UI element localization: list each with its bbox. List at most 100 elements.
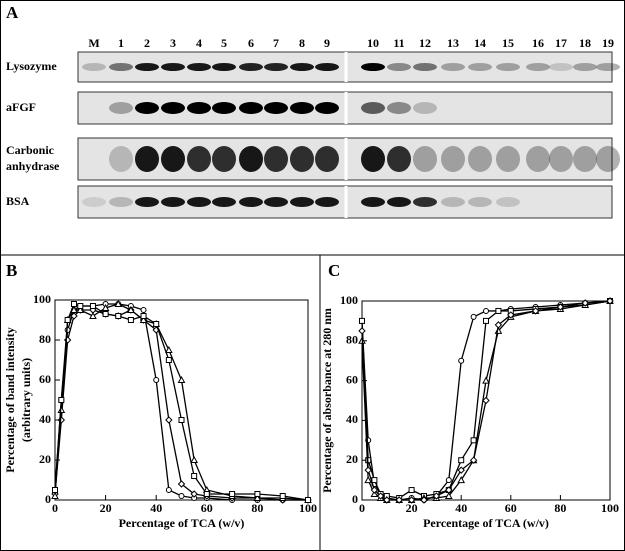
marker <box>494 321 503 329</box>
lane-label: 7 <box>273 36 279 50</box>
band <box>361 102 385 114</box>
marker <box>371 477 378 484</box>
band <box>468 197 492 207</box>
row-label: BSA <box>6 194 30 208</box>
marker <box>114 299 123 307</box>
lane-label: 6 <box>248 36 254 50</box>
marker <box>178 417 185 423</box>
marker <box>444 491 453 500</box>
panel-label: A <box>6 3 19 22</box>
x-tick-label: 20 <box>100 501 112 515</box>
band <box>441 63 465 71</box>
band <box>596 63 620 71</box>
marker <box>395 496 403 504</box>
marker <box>376 492 385 500</box>
marker <box>531 307 540 315</box>
marker <box>469 456 478 464</box>
marker <box>253 493 262 501</box>
band <box>441 146 465 172</box>
marker <box>370 489 379 498</box>
marker <box>102 311 109 317</box>
marker <box>581 299 589 307</box>
series-line <box>54 303 309 501</box>
band <box>264 63 288 71</box>
marker <box>483 307 489 314</box>
lane-label: M <box>88 36 99 50</box>
band <box>573 63 597 71</box>
marker <box>177 375 186 383</box>
marker <box>203 491 210 497</box>
band <box>109 197 133 207</box>
band <box>264 197 288 207</box>
marker <box>445 486 453 494</box>
marker <box>495 307 502 314</box>
marker <box>254 491 261 497</box>
y-tick-label: 80 <box>346 333 358 347</box>
marker <box>153 321 160 327</box>
band <box>596 146 620 172</box>
band <box>82 197 106 207</box>
marker <box>165 416 173 424</box>
x-tick-label: 20 <box>406 501 418 515</box>
lane-label: 9 <box>324 36 330 50</box>
marker <box>165 345 173 353</box>
lane-label: 15 <box>502 36 514 50</box>
marker <box>77 303 84 309</box>
band <box>212 102 236 114</box>
marker <box>70 305 78 313</box>
band <box>387 63 411 71</box>
band <box>387 146 411 172</box>
band <box>290 63 314 71</box>
band <box>135 102 159 114</box>
band <box>239 102 263 114</box>
plot-frame <box>54 299 309 501</box>
lane-label: 19 <box>602 36 614 50</box>
marker <box>359 317 365 324</box>
x-axis-label: Percentage of TCA (w/v) <box>423 516 549 530</box>
marker <box>165 487 172 493</box>
panel-label: C <box>328 261 340 280</box>
band <box>413 146 437 172</box>
x-tick-label: 80 <box>554 501 566 515</box>
band <box>526 63 550 71</box>
marker <box>470 437 477 444</box>
x-tick-label: 100 <box>601 501 619 515</box>
marker <box>191 473 198 479</box>
panel-label: B <box>6 261 17 280</box>
marker <box>70 312 78 320</box>
x-axis-label: Percentage of TCA (w/v) <box>119 516 245 530</box>
band <box>161 197 185 207</box>
marker <box>70 301 77 307</box>
band <box>187 102 211 114</box>
y-tick-label: 100 <box>340 293 358 307</box>
lane-label: 5 <box>221 36 227 50</box>
band <box>387 102 411 114</box>
lane-label: 10 <box>367 36 379 50</box>
x-tick-label: 0 <box>52 501 58 515</box>
marker <box>127 317 134 323</box>
marker <box>364 476 373 484</box>
lane-label: 3 <box>170 36 176 50</box>
band <box>413 197 437 207</box>
marker <box>58 397 65 403</box>
band <box>441 197 465 207</box>
x-tick-label: 60 <box>201 501 213 515</box>
marker <box>51 491 59 499</box>
y-axis-label: Percentage of band intensity <box>3 327 17 472</box>
band <box>161 102 185 114</box>
band <box>109 146 133 172</box>
marker <box>64 317 71 323</box>
marker <box>432 492 441 500</box>
y-tick-label: 40 <box>346 412 358 426</box>
band <box>549 63 573 71</box>
marker <box>178 493 185 499</box>
marker <box>165 357 172 363</box>
band <box>109 102 133 114</box>
marker <box>139 315 148 323</box>
x-tick-label: 40 <box>455 501 467 515</box>
marker <box>606 297 614 305</box>
band <box>239 63 263 71</box>
marker <box>445 477 452 484</box>
marker <box>458 357 465 364</box>
